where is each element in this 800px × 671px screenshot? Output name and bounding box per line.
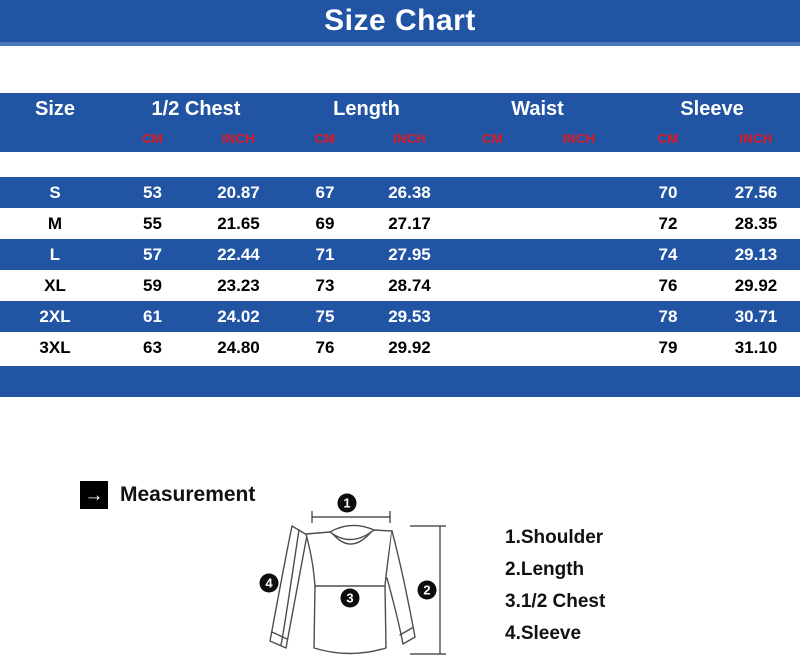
size-cell: XL: [44, 275, 66, 295]
size-cell: 2XL: [39, 306, 71, 326]
unit-length-inch: INCH: [393, 131, 426, 146]
unit-sleeve-cm: CM: [657, 131, 679, 146]
measurement-title: Measurement: [120, 483, 256, 506]
value-cell: 24.80: [217, 337, 260, 357]
col-group-size: Size: [34, 97, 76, 120]
value-cell: 20.87: [217, 182, 260, 202]
right-arrow-icon: →: [80, 481, 108, 509]
unit-waist-inch: INCH: [562, 131, 596, 146]
shirt-diagram-svg: 1 2 3 4: [259, 493, 446, 655]
value-cell: 67: [315, 182, 335, 202]
unit-sleeve-inch: INCH: [739, 131, 773, 146]
value-cell: 71: [315, 244, 335, 264]
size-cell: 3XL: [39, 337, 71, 357]
legend-item-half-chest: 3.1/2 Chest: [505, 591, 606, 612]
size-cell: L: [49, 244, 61, 264]
value-cell: 29.13: [734, 244, 778, 264]
footer-accent-bar: [0, 366, 800, 397]
marker-3-half-chest: 3: [340, 588, 360, 608]
unit-chest-inch: INCH: [222, 131, 255, 146]
unit-waist-cm: CM: [482, 131, 503, 146]
table-header: Size 1/2 Chest Length Waist Sleeve CM IN…: [0, 93, 800, 152]
svg-text:2: 2: [423, 583, 430, 598]
value-cell: 76: [658, 275, 678, 295]
value-cell: 79: [658, 337, 678, 357]
value-cell: 59: [143, 275, 162, 295]
col-group-length: Length: [333, 97, 400, 120]
column-group-row: Size 1/2 Chest Length Waist Sleeve: [0, 93, 800, 125]
shirt-measurement-diagram: 1 2 3 4: [240, 480, 480, 671]
table-row-2xl: 2XL 61 24.02 75 29.53 78 30.71: [0, 301, 800, 332]
value-cell: 27.95: [388, 244, 431, 264]
value-cell: 57: [143, 244, 162, 264]
value-cell: 53: [143, 182, 162, 202]
svg-text:1: 1: [343, 496, 350, 511]
value-cell: 22.44: [217, 244, 260, 264]
shirt-body: [305, 524, 416, 655]
marker-1-shoulder: 1: [337, 493, 357, 513]
value-cell: 55: [143, 213, 162, 233]
value-cell: 21.65: [217, 213, 260, 233]
measurement-legend: 1.Shoulder 2.Length 3.1/2 Chest 4.Sleeve: [505, 522, 605, 650]
value-cell: 72: [658, 213, 678, 233]
col-group-sleeve: Sleeve: [680, 97, 744, 120]
unit-header-row: CM INCH CM INCH CM INCH CM INCH: [0, 125, 800, 152]
value-cell: 76: [315, 337, 335, 357]
legend-item-sleeve: 4.Sleeve: [505, 623, 582, 644]
value-cell: 29.92: [388, 337, 431, 357]
table-body: S 53 20.87 67 26.38 70 27.56 M 55 21.65 …: [0, 177, 800, 363]
page-title: Size Chart: [324, 4, 476, 37]
shirt-left-sleeve: [269, 525, 308, 649]
value-cell: 24.02: [217, 306, 260, 326]
unit-length-cm: CM: [314, 131, 336, 146]
dimension-lines: [311, 511, 446, 655]
value-cell: 69: [315, 213, 335, 233]
value-cell: 27.17: [388, 213, 431, 233]
value-cell: 70: [658, 182, 678, 202]
unit-chest-cm: CM: [142, 131, 163, 146]
marker-2-length: 2: [417, 580, 437, 600]
svg-text:3: 3: [346, 591, 353, 606]
value-cell: 61: [143, 306, 162, 326]
table-row-3xl: 3XL 63 24.80 76 29.92 79 31.10: [0, 332, 800, 363]
value-cell: 73: [315, 275, 335, 295]
col-group-half-chest: 1/2 Chest: [151, 97, 241, 120]
value-cell: 31.10: [734, 337, 778, 357]
col-group-waist: Waist: [511, 97, 564, 120]
value-cell: 28.35: [734, 213, 778, 233]
value-cell: 28.74: [388, 275, 431, 295]
value-cell: 63: [143, 337, 162, 357]
size-cell: S: [49, 182, 61, 202]
measurement-heading: → Measurement: [80, 481, 255, 509]
value-cell: 75: [315, 306, 335, 326]
value-cell: 78: [658, 306, 678, 326]
value-cell: 23.23: [217, 275, 260, 295]
value-cell: 29.53: [388, 306, 431, 326]
value-cell: 26.38: [388, 182, 431, 202]
marker-4-sleeve: 4: [259, 573, 279, 593]
table-row-m: M 55 21.65 69 27.17 72 28.35: [0, 208, 800, 239]
legend-item-shoulder: 1.Shoulder: [505, 527, 604, 548]
table-row-s: S 53 20.87 67 26.38 70 27.56: [0, 177, 800, 208]
size-cell: M: [47, 213, 63, 233]
value-cell: 27.56: [734, 182, 778, 202]
value-cell: 29.92: [734, 275, 778, 295]
table-row-l: L 57 22.44 71 27.95 74 29.13: [0, 239, 800, 270]
svg-text:4: 4: [265, 576, 273, 591]
legend-item-length: 2.Length: [505, 559, 585, 580]
table-row-xl: XL 59 23.23 73 28.74 76 29.92: [0, 270, 800, 301]
title-bar: Size Chart: [0, 0, 800, 46]
value-cell: 30.71: [734, 306, 778, 326]
value-cell: 74: [658, 244, 678, 264]
